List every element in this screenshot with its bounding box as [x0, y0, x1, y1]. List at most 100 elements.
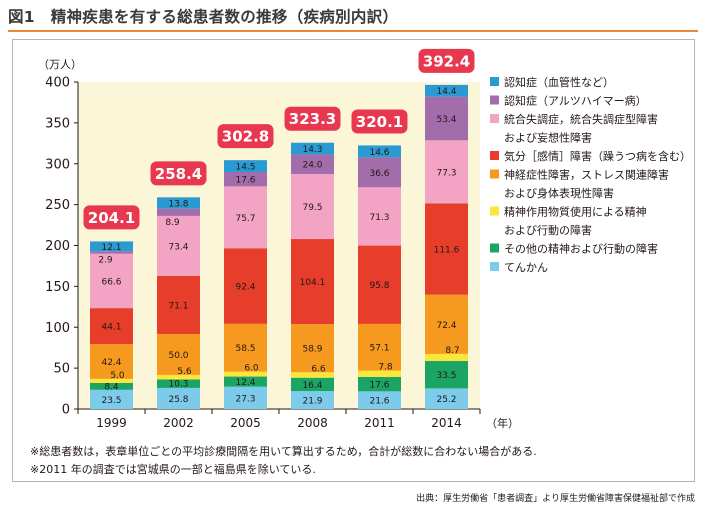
- segment-value-label: 13.8: [168, 199, 188, 209]
- y-tick-label: 250: [45, 198, 70, 213]
- total-value-label: 302.8: [222, 128, 269, 146]
- x-tick-label: 2002: [163, 416, 194, 430]
- segment-value-label: 66.6: [101, 277, 121, 287]
- note-2: ※2011 年の調査では宮城県の一部と福島県を除いている.: [30, 463, 316, 476]
- figure-title-text: 精神疾患を有する総患者数の推移（疾病別内訳）: [50, 8, 399, 26]
- legend-swatch: [490, 95, 499, 105]
- bar-segment: [157, 374, 200, 380]
- y-tick-label: 200: [45, 239, 70, 254]
- segment-value-label: 5.6: [177, 367, 192, 377]
- legend-swatch: [490, 206, 499, 216]
- segment-value-label: 2.9: [98, 256, 113, 266]
- legend-label: 気分［感情］障害（躁うつ病を含む）: [504, 149, 691, 163]
- figure-label: 図1: [8, 8, 35, 26]
- segment-value-label: 73.4: [168, 242, 188, 252]
- segment-value-label: 23.5: [101, 396, 121, 406]
- y-tick-label: 350: [45, 116, 70, 131]
- bar-segment: [157, 208, 200, 216]
- bar-segment: [358, 187, 401, 246]
- bar-segment: [358, 245, 401, 324]
- legend-label: および行動の障害: [504, 223, 592, 237]
- segment-value-label: 42.4: [101, 358, 121, 368]
- legend-swatch: [490, 77, 499, 86]
- y-tick-label: 400: [45, 76, 70, 91]
- segment-value-label: 17.6: [235, 176, 255, 186]
- segment-value-label: 92.4: [235, 283, 255, 293]
- y-axis-unit: （万人）: [38, 58, 82, 71]
- x-tick-label: 2014: [431, 416, 462, 430]
- plot-area: [78, 82, 480, 409]
- segment-value-label: 12.1: [101, 243, 121, 253]
- bar-segment: [90, 251, 133, 254]
- segment-value-label: 71.3: [369, 213, 389, 223]
- bar-segment: [425, 84, 468, 97]
- bar-segment: [291, 142, 334, 155]
- segment-value-label: 104.1: [300, 278, 326, 288]
- legend-label: 認知症（アルツハイマー病）: [504, 94, 647, 108]
- legend-label: および妄想性障害: [504, 131, 592, 145]
- bar-segment: [291, 377, 334, 392]
- total-value-label: 323.3: [289, 110, 336, 128]
- bar-segment: [358, 323, 401, 371]
- segment-value-label: 36.6: [369, 169, 389, 179]
- bar-segment: [157, 387, 200, 409]
- segment-value-label: 58.9: [302, 345, 322, 355]
- legend-label: および身体表現性障害: [504, 186, 614, 200]
- bar-segment: [425, 353, 468, 362]
- bar-segment: [291, 239, 334, 325]
- segment-value-label: 10.3: [168, 380, 188, 390]
- legend-swatch: [490, 262, 499, 271]
- bar-segment: [224, 386, 267, 409]
- bar-segment: [358, 376, 401, 392]
- segment-value-label: 6.6: [311, 364, 326, 374]
- bar-segment: [90, 344, 133, 379]
- segment-value-label: 14.4: [436, 87, 456, 97]
- bar-segment: [358, 370, 401, 377]
- segment-value-label: 50.0: [168, 351, 188, 361]
- segment-value-label: 33.5: [436, 371, 456, 381]
- segment-value-label: 79.5: [302, 203, 322, 213]
- segment-value-label: 8.7: [445, 346, 459, 356]
- segment-value-label: 72.4: [436, 321, 456, 331]
- bar-segment: [425, 388, 468, 409]
- total-badge: [150, 161, 207, 186]
- legend-label: その他の精神および行動の障害: [504, 242, 658, 256]
- segment-value-label: 8.9: [165, 218, 180, 228]
- legend-label: 認知症（血管性など）: [504, 75, 614, 89]
- bar-segment: [157, 334, 200, 375]
- bar-segment: [157, 275, 200, 335]
- segment-value-label: 27.3: [235, 394, 255, 404]
- bar-segment: [90, 308, 133, 345]
- bar-segment: [90, 382, 133, 390]
- segment-value-label: 5.0: [110, 371, 125, 381]
- segment-value-label: 111.6: [434, 246, 460, 256]
- bar-segment: [224, 376, 267, 387]
- bar-segment: [425, 140, 468, 204]
- bar-segment: [291, 391, 334, 409]
- bar-segment: [157, 215, 200, 276]
- legend-swatch: [490, 114, 499, 123]
- y-tick-label: 300: [45, 157, 70, 172]
- total-value-label: 392.4: [423, 52, 470, 70]
- segment-value-label: 95.8: [369, 281, 389, 291]
- segment-value-label: 77.3: [436, 168, 456, 178]
- x-tick-label: 2008: [297, 416, 328, 430]
- total-badge: [83, 205, 140, 230]
- x-axis-unit: （年）: [486, 416, 519, 430]
- bar-segment: [291, 372, 334, 378]
- bar-segment: [224, 172, 267, 187]
- y-tick-label: 50: [53, 362, 70, 377]
- bar-segment: [224, 248, 267, 324]
- segment-value-label: 14.5: [235, 163, 255, 173]
- bar-segment: [291, 324, 334, 373]
- segment-value-label: 8.4: [104, 382, 119, 392]
- bar-segment: [90, 389, 133, 409]
- legend-label: 統合失調症，統合失調症型障害: [504, 112, 658, 126]
- total-badge: [351, 109, 408, 134]
- bar-segment: [425, 203, 468, 295]
- figure-title: 図1 精神疾患を有する総患者数の推移（疾病別内訳）: [8, 5, 398, 27]
- bar-segment: [224, 323, 267, 372]
- note-1: ※総患者数は，表章単位ごとの平均診療間隔を用いて算出するため，合計が総数に合わな…: [30, 445, 537, 458]
- segment-value-label: 6.0: [244, 364, 259, 374]
- bar-segment: [291, 154, 334, 175]
